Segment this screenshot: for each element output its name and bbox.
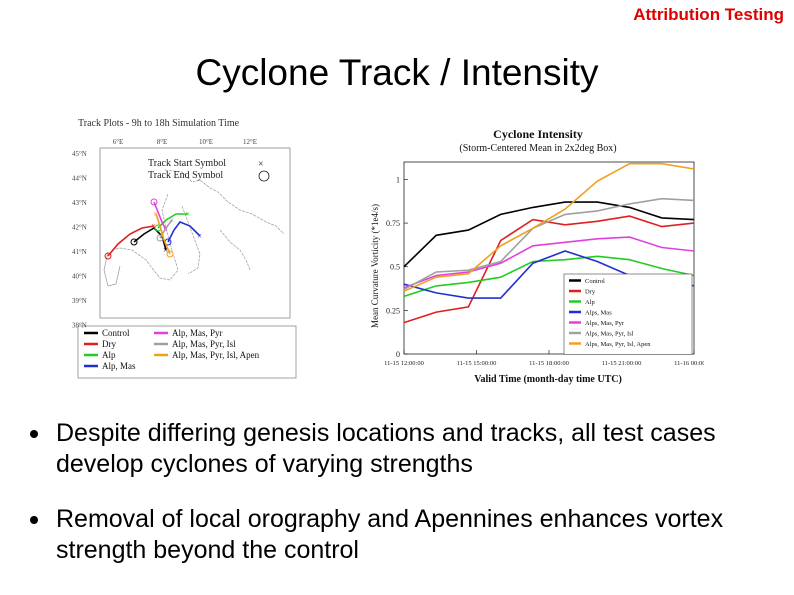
map-track-end-marker: × bbox=[185, 209, 190, 219]
chart-legend-label: Alps, Mas, Pyr bbox=[585, 320, 625, 327]
chart-legend-label: Control bbox=[585, 278, 605, 285]
series-line bbox=[403, 201, 695, 268]
series-line bbox=[403, 236, 695, 289]
series-line bbox=[403, 162, 695, 292]
map-lat-label: 45°N bbox=[72, 150, 87, 158]
bullet-dot-icon bbox=[30, 430, 38, 438]
y-axis-label: Mean Curvature Vorticity (*1e4/s) bbox=[370, 204, 380, 328]
map-track-line bbox=[157, 213, 188, 229]
map-track-end-marker: × bbox=[197, 231, 202, 241]
slide-title: Cyclone Track / Intensity bbox=[195, 52, 599, 93]
bullet-item: Despite differing genesis locations and … bbox=[30, 418, 790, 480]
map-track-start-marker bbox=[150, 198, 158, 206]
map-track-end-marker: × bbox=[153, 209, 158, 219]
bullet-dot-icon bbox=[30, 516, 38, 524]
map-lon-label: 8°E bbox=[157, 138, 168, 146]
chart-legend-box bbox=[563, 273, 693, 355]
chart-legend-label: Alp bbox=[585, 299, 595, 306]
x-tick-label: 11-15 12:00:00 bbox=[384, 360, 424, 367]
map-lat-label: 38°N bbox=[72, 322, 87, 330]
x-tick-label: 11-15 18:00:00 bbox=[529, 360, 569, 367]
map-legend-label: Control bbox=[102, 328, 130, 338]
attribution-tag: Attribution Testing bbox=[633, 5, 784, 24]
map-legend-label: Alp, Mas, Pyr, Isl bbox=[172, 339, 236, 349]
chart-title: Cyclone Intensity bbox=[493, 127, 583, 141]
map-track-end-marker: × bbox=[163, 245, 168, 255]
map-track-line bbox=[155, 213, 171, 255]
y-tick-label: 0.25 bbox=[386, 306, 400, 315]
x-tick-label: 11-15 15:00:00 bbox=[457, 360, 497, 367]
map-track-start-marker bbox=[130, 238, 138, 246]
map-track-end-marker: × bbox=[169, 215, 174, 225]
y-tick-label: 0 bbox=[396, 350, 400, 359]
map-lon-label: 12°E bbox=[243, 138, 257, 146]
map-track-start-marker bbox=[104, 252, 112, 260]
map-legend-label: Alp, Mas bbox=[102, 361, 136, 371]
map-track-line bbox=[133, 226, 167, 251]
map-legend-box bbox=[77, 325, 297, 379]
x-tick-label: 11-15 21:00:00 bbox=[602, 360, 642, 367]
bullet-text: Despite differing genesis locations and … bbox=[56, 419, 716, 478]
map-track-line bbox=[167, 221, 201, 243]
map-lat-label: 42°N bbox=[72, 224, 87, 232]
chart-subtitle: (Storm-Centered Mean in 2x2deg Box) bbox=[459, 143, 616, 154]
bullet-list: Despite differing genesis locations and … bbox=[30, 418, 790, 590]
map-lon-label: 6°E bbox=[113, 138, 124, 146]
map-track-line bbox=[153, 201, 167, 231]
series-line bbox=[403, 255, 695, 298]
series-line bbox=[403, 197, 695, 291]
start-symbol-label: Track Start Symbol bbox=[148, 158, 226, 169]
x-tick-label: 11-16 00:00:00 bbox=[674, 360, 704, 367]
map-track-start-marker bbox=[166, 250, 174, 258]
map-legend-label: Alp, Mas, Pyr, Isl, Apen bbox=[172, 350, 260, 360]
bullet-text: Removal of local orography and Apennines… bbox=[56, 505, 724, 564]
map-lat-label: 39°N bbox=[72, 297, 87, 305]
map-legend-label: Dry bbox=[102, 339, 116, 349]
bullet-item: Removal of local orography and Apennines… bbox=[30, 504, 790, 566]
y-tick-label: 1 bbox=[396, 175, 400, 184]
island-outline bbox=[103, 251, 121, 287]
track-map-panel: Track Plots - 9h to 18h Simulation Time … bbox=[70, 110, 302, 382]
x-axis-label: Valid Time (month-day time UTC) bbox=[474, 374, 622, 385]
map-track-line bbox=[107, 225, 155, 257]
map-lat-label: 43°N bbox=[72, 199, 87, 207]
map-track-end-marker: × bbox=[151, 221, 156, 231]
end-symbol-label: Track End Symbol bbox=[148, 170, 223, 181]
coastline bbox=[111, 169, 285, 281]
chart-legend-label: Alps, Mas, Pyr, Isl, Apen bbox=[585, 341, 651, 348]
y-tick-label: 0.5 bbox=[390, 263, 400, 272]
y-tick-label: 0.75 bbox=[386, 219, 400, 228]
map-title: Track Plots - 9h to 18h Simulation Time bbox=[78, 118, 240, 129]
map-legend-label: Alp bbox=[102, 350, 116, 360]
start-symbol-x-icon: × bbox=[258, 159, 264, 170]
intensity-chart-panel: Cyclone Intensity (Storm-Centered Mean i… bbox=[358, 118, 714, 388]
chart-legend-label: Alps, Mas bbox=[585, 310, 612, 317]
end-symbol-circle-icon bbox=[258, 170, 270, 182]
chart-legend-label: Alps, Mas, Pyr, Isl bbox=[585, 331, 634, 338]
map-lat-label: 40°N bbox=[72, 273, 87, 281]
intensity-chart: Cyclone Intensity (Storm-Centered Mean i… bbox=[370, 127, 714, 385]
map-frame bbox=[99, 147, 291, 319]
map-lon-label: 10°E bbox=[199, 138, 213, 146]
chart-legend-label: Dry bbox=[585, 289, 596, 296]
map-legend-label: Alp, Mas, Pyr bbox=[172, 328, 223, 338]
map-lat-label: 41°N bbox=[72, 248, 87, 256]
map-lat-label: 44°N bbox=[72, 175, 87, 183]
track-map: Track Plots - 9h to 18h Simulation Time … bbox=[70, 110, 302, 382]
